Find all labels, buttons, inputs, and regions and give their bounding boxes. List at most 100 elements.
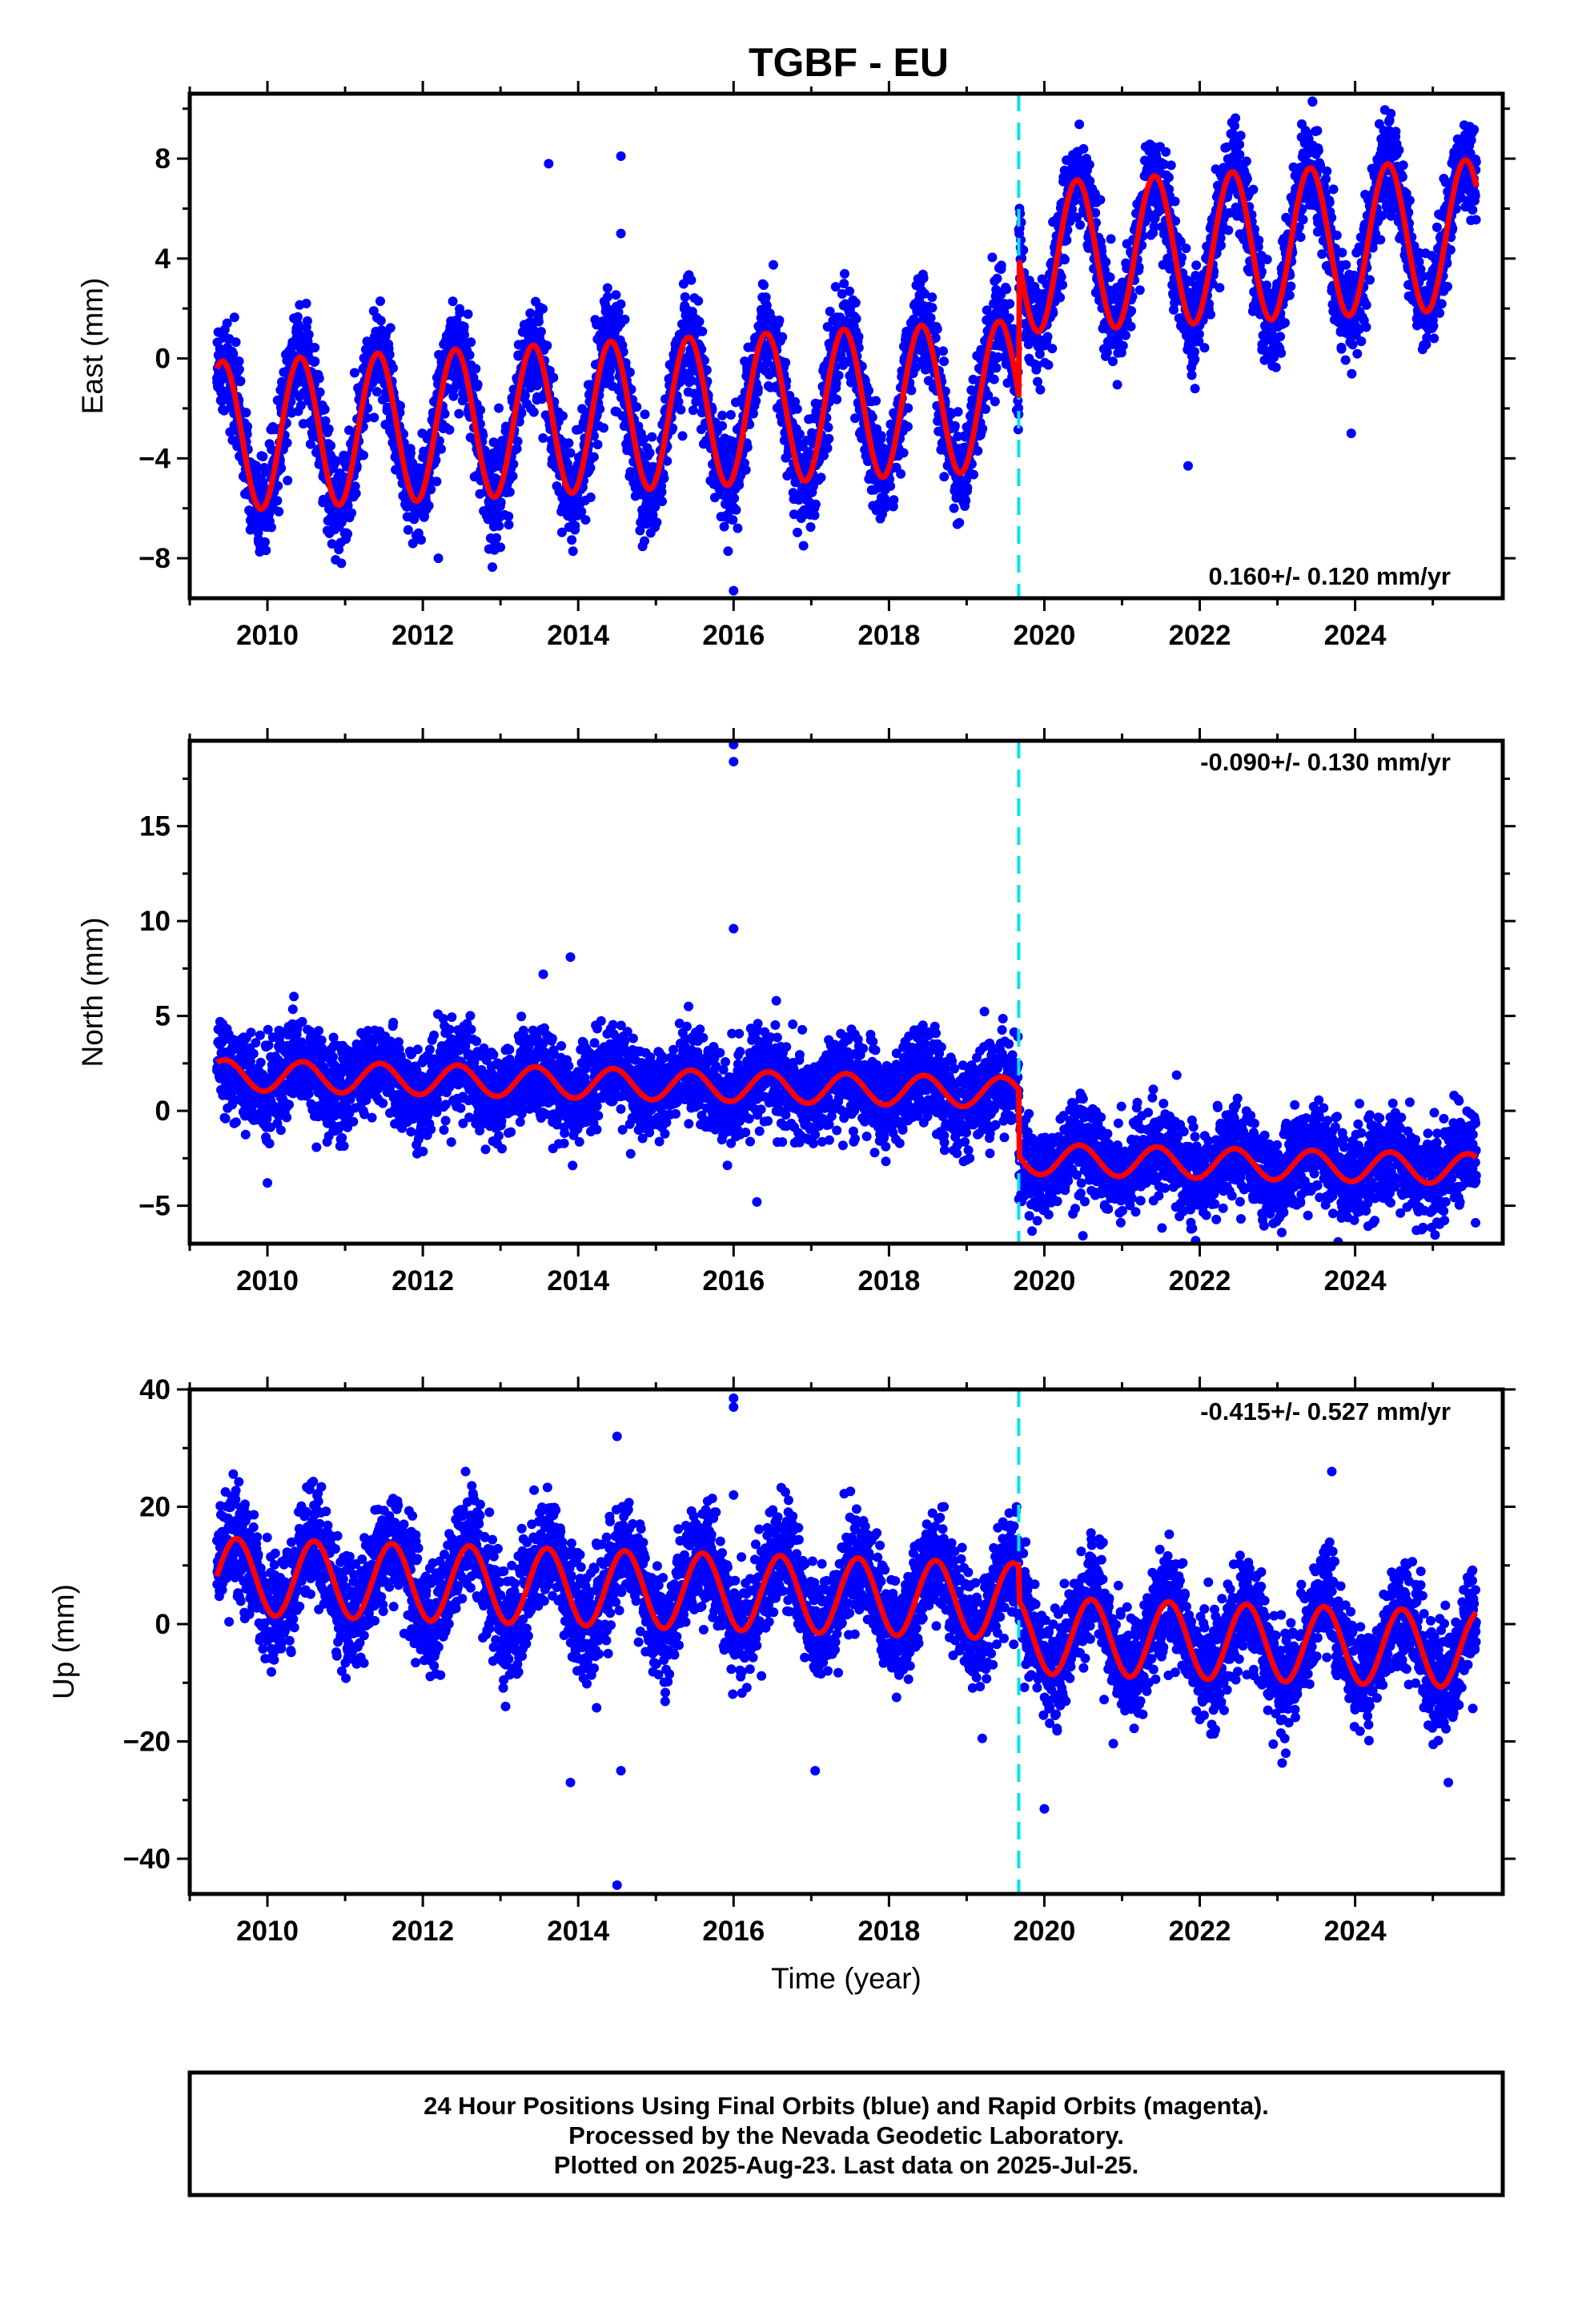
east-data-point bbox=[431, 455, 441, 465]
east-data-point bbox=[652, 517, 662, 528]
east-data-point bbox=[565, 448, 576, 458]
east-data-point bbox=[1170, 196, 1180, 207]
east-data-point bbox=[991, 363, 1002, 373]
east-data-point bbox=[273, 480, 283, 491]
east-data-point bbox=[516, 408, 527, 418]
east-data-point bbox=[542, 340, 552, 351]
east-data-point bbox=[620, 314, 630, 324]
east-data-point bbox=[1194, 329, 1204, 340]
east-data-point bbox=[906, 385, 917, 396]
east-data-point bbox=[816, 472, 826, 483]
east-data-point bbox=[1206, 309, 1215, 320]
east-data-point bbox=[472, 380, 483, 390]
east-data-point bbox=[1190, 384, 1200, 394]
east-data-point bbox=[950, 420, 960, 431]
east-data-point bbox=[432, 476, 442, 487]
east-data-point bbox=[688, 405, 698, 416]
east-data-point bbox=[728, 515, 738, 525]
east-data-point bbox=[276, 463, 287, 473]
east-data-point bbox=[1331, 230, 1342, 240]
east-data-point bbox=[1035, 384, 1046, 395]
east-data-point bbox=[1078, 143, 1089, 154]
east-data-point bbox=[471, 364, 481, 374]
east-data-point bbox=[616, 299, 626, 309]
east-data-point bbox=[1108, 356, 1118, 367]
east-data-point bbox=[876, 431, 886, 441]
east-data-point bbox=[580, 515, 591, 525]
east-data-point bbox=[234, 356, 244, 367]
east-data-point bbox=[938, 346, 948, 356]
east-data-point bbox=[536, 327, 546, 337]
east-data-point bbox=[759, 280, 769, 291]
east-data-point bbox=[973, 446, 983, 456]
east-data-point bbox=[514, 416, 524, 427]
east-data-point bbox=[717, 410, 728, 420]
east-data-point bbox=[889, 495, 899, 505]
east-data-point bbox=[310, 356, 320, 367]
east-data-point bbox=[538, 433, 548, 443]
east-data-point bbox=[810, 499, 821, 509]
east-data-point bbox=[697, 326, 708, 336]
east-data-point bbox=[504, 511, 514, 521]
east-data-point bbox=[731, 505, 741, 515]
east-data-point bbox=[508, 471, 518, 481]
east-data-point bbox=[822, 443, 833, 453]
east-data-point bbox=[1121, 330, 1130, 340]
east-data-point bbox=[845, 286, 855, 296]
east-data-point bbox=[520, 390, 530, 400]
east-data-point bbox=[823, 422, 833, 432]
east-data-point bbox=[384, 349, 395, 360]
east-data-point bbox=[564, 438, 574, 448]
east-data-point bbox=[315, 387, 325, 397]
east-data-point bbox=[331, 456, 341, 466]
east-data-point bbox=[1271, 362, 1281, 372]
east-data-point bbox=[454, 408, 464, 419]
east-data-point bbox=[805, 522, 816, 533]
east-data-point bbox=[231, 337, 241, 348]
east-data-point bbox=[494, 521, 504, 531]
east-data-point bbox=[717, 420, 727, 431]
east-data-point bbox=[1312, 126, 1323, 136]
east-data-point bbox=[850, 298, 861, 308]
east-data-point bbox=[363, 403, 373, 413]
east-data-point bbox=[867, 412, 877, 422]
east-data-point bbox=[234, 364, 244, 375]
east-data-point bbox=[1043, 360, 1054, 370]
east-data-point bbox=[624, 367, 635, 377]
east-data-point bbox=[864, 385, 873, 396]
east-data-point bbox=[604, 373, 615, 384]
east-data-point bbox=[1074, 119, 1085, 130]
east-data-point bbox=[992, 273, 1002, 283]
east-data-point bbox=[1215, 283, 1225, 293]
east-data-point bbox=[885, 481, 896, 491]
east-data-point bbox=[388, 363, 398, 373]
east-data-point bbox=[362, 412, 372, 423]
east-data-point bbox=[644, 448, 655, 458]
east-data-point bbox=[600, 302, 611, 312]
east-data-point bbox=[1262, 255, 1272, 264]
east-data-point bbox=[1235, 150, 1245, 159]
east-data-point bbox=[1322, 166, 1332, 176]
east-data-point bbox=[448, 391, 459, 401]
east-data-point bbox=[406, 448, 416, 458]
east-data-point bbox=[455, 308, 465, 318]
east-data-point bbox=[1235, 131, 1246, 141]
east-data-point bbox=[548, 372, 559, 383]
east-data-point bbox=[347, 508, 357, 518]
east-data-point bbox=[369, 412, 379, 423]
east-data-point bbox=[723, 546, 733, 557]
east-data-point bbox=[568, 546, 578, 557]
east-data-point bbox=[896, 468, 906, 479]
east-data-point bbox=[902, 421, 913, 432]
east-data-point bbox=[1004, 313, 1014, 324]
east-data-point bbox=[693, 296, 704, 306]
east-data-point bbox=[1034, 349, 1045, 360]
east-data-point bbox=[939, 472, 950, 482]
east-data-point bbox=[305, 439, 315, 449]
east-data-point bbox=[1118, 340, 1128, 351]
east-data-point bbox=[301, 299, 311, 308]
east-data-point bbox=[424, 501, 434, 511]
east-data-point bbox=[939, 356, 950, 367]
east-data-point bbox=[1084, 159, 1094, 170]
east-data-point bbox=[292, 312, 303, 322]
